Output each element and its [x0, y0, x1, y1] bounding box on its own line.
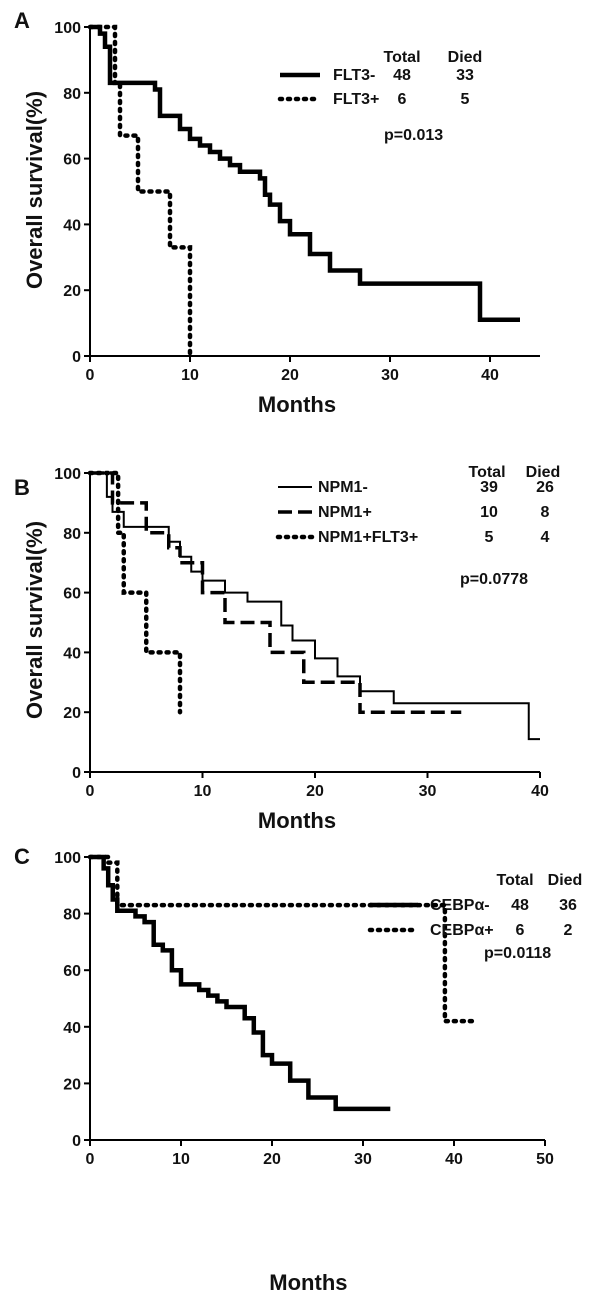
legend-series-name: NPM1+FLT3+ [318, 529, 418, 546]
p-value-label: p=0.0778 [460, 571, 528, 588]
y-tick-label: 100 [54, 20, 81, 37]
y-tick-label: 0 [72, 765, 81, 782]
legend-header-total: Total [468, 464, 505, 481]
x-tick-label: 50 [536, 1151, 554, 1168]
legend-total-value: 39 [480, 479, 498, 496]
legend-total-value: 48 [511, 897, 529, 914]
x-tick-label: 0 [86, 1151, 95, 1168]
legend-series-name: CEBPα+ [430, 922, 494, 939]
x-tick-label: 30 [381, 367, 399, 384]
legend-died-value: 4 [541, 529, 550, 546]
legend-series-name: CEBPα- [430, 897, 490, 914]
survival-curve-0 [90, 24, 520, 323]
x-tick-label: 0 [86, 783, 95, 800]
p-value-label: p=0.013 [384, 127, 443, 144]
y-tick-label: 60 [63, 152, 81, 169]
y-axis-label: Overall survival(%) [22, 91, 47, 289]
chart-panel-b: B 0 10 20 30 40 0 20 40 60 80 100 Months Overall surv… [14, 464, 560, 833]
legend-died-value: 5 [461, 91, 470, 108]
x-tick-label: 40 [481, 367, 499, 384]
legend-series-name: FLT3- [333, 67, 375, 84]
legend-died-value: 8 [541, 504, 550, 521]
x-tick-label: 10 [172, 1151, 190, 1168]
y-tick-label: 60 [63, 963, 81, 980]
panel-letter: C [14, 844, 30, 869]
legend-series-name: NPM1+ [318, 504, 372, 521]
x-tick-label: 40 [531, 783, 549, 800]
survival-curve-0 [90, 472, 540, 741]
chart-panel-a: A 0 10 20 30 40 0 20 40 60 80 100 Months Overall surv… [14, 8, 540, 417]
legend-total-value: 48 [393, 67, 411, 84]
legend-header-died: Died [548, 872, 583, 889]
x-tick-label: 10 [181, 367, 199, 384]
y-axis-label: Overall survival(%) [22, 521, 47, 719]
y-tick-label: 40 [63, 645, 81, 662]
legend-series-name: FLT3+ [333, 91, 379, 108]
x-tick-label: 20 [263, 1151, 281, 1168]
x-tick-label: 10 [194, 783, 212, 800]
panel-letter: B [14, 475, 30, 500]
survival-curve-0 [90, 854, 391, 1112]
legend-header-total: Total [496, 872, 533, 889]
y-tick-label: 80 [63, 907, 81, 924]
legend-died-value: 26 [536, 479, 554, 496]
y-tick-label: 0 [72, 1133, 81, 1150]
y-tick-label: 60 [63, 586, 81, 603]
legend-died-value: 36 [559, 897, 577, 914]
x-tick-label: 30 [354, 1151, 372, 1168]
survival-curve-1 [87, 854, 475, 1024]
p-value-label: p=0.0118 [484, 945, 551, 962]
x-axis-label: Months [258, 392, 336, 417]
x-tick-label: 40 [445, 1151, 463, 1168]
legend-header-total: Total [383, 49, 420, 66]
legend-total-value: 10 [480, 504, 498, 521]
legend-total-value: 6 [516, 922, 525, 939]
y-tick-label: 100 [54, 850, 81, 867]
survival-curve-2 [87, 470, 183, 715]
y-tick-label: 20 [63, 705, 81, 722]
survival-curve-1 [90, 471, 462, 714]
panel-letter: A [14, 8, 30, 33]
survival-curve-1 [87, 24, 193, 359]
x-tick-label: 30 [419, 783, 437, 800]
legend-total-value: 5 [485, 529, 494, 546]
x-axis-label: Months [258, 808, 336, 833]
legend-died-value: 33 [456, 67, 474, 84]
x-tick-label: 20 [281, 367, 299, 384]
y-tick-label: 40 [63, 217, 81, 234]
x-tick-label: 20 [306, 783, 324, 800]
legend-died-value: 2 [564, 922, 573, 939]
y-tick-label: 20 [63, 1076, 81, 1093]
legend-total-value: 6 [398, 91, 407, 108]
x-axis-label: Months [269, 1270, 347, 1295]
legend-header-died: Died [526, 464, 561, 481]
y-tick-label: 100 [54, 466, 81, 483]
legend-header-died: Died [448, 49, 483, 66]
y-tick-label: 20 [63, 283, 81, 300]
y-tick-label: 40 [63, 1020, 81, 1037]
y-tick-label: 0 [72, 349, 81, 366]
legend-series-name: NPM1- [318, 479, 368, 496]
y-tick-label: 80 [63, 526, 81, 543]
x-tick-label: 0 [86, 367, 95, 384]
y-tick-label: 80 [63, 86, 81, 103]
chart-panel-c: C 0 10 20 30 40 50 0 20 40 60 80 100 Months CEBPα- 48 36… [14, 844, 582, 1295]
